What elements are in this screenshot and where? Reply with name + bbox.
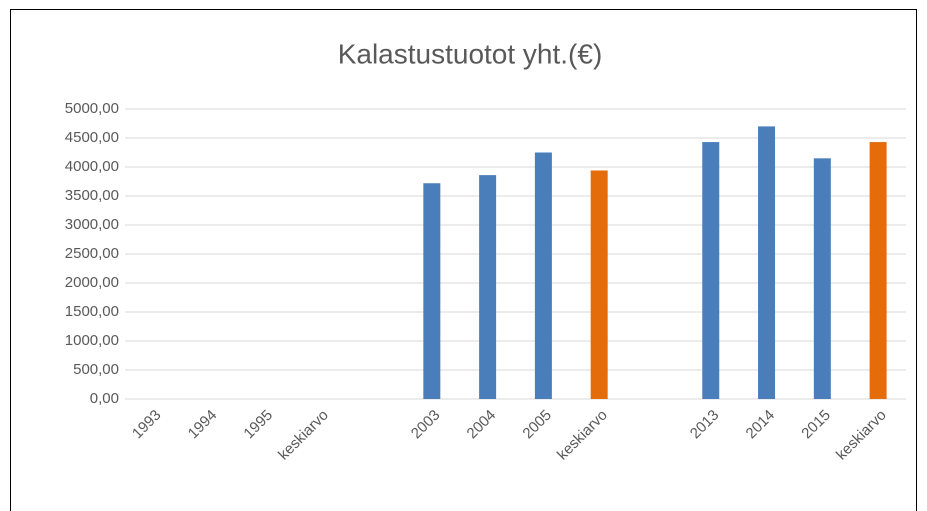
y-tick-label: 2000,00 (65, 274, 119, 291)
bar (479, 175, 497, 399)
y-tick-label: 2500,00 (65, 245, 119, 262)
y-tick-label: 3500,00 (65, 187, 119, 204)
bar (813, 158, 831, 399)
y-tick-label: 0,00 (90, 390, 119, 407)
y-tick-label: 500,00 (73, 361, 119, 378)
y-tick-label: 4000,00 (65, 158, 119, 175)
y-tick-label: 5000,00 (65, 100, 119, 117)
bar (423, 183, 441, 399)
bar (534, 152, 552, 399)
chart-title: Kalastustuotot yht.(€) (338, 38, 603, 69)
bar (758, 126, 776, 400)
y-tick-label: 4500,00 (65, 129, 119, 146)
bar (590, 170, 608, 399)
y-tick-label: 1500,00 (65, 303, 119, 320)
bar (869, 142, 887, 399)
bar (702, 142, 720, 399)
y-tick-label: 1000,00 (65, 332, 119, 349)
y-tick-label: 3000,00 (65, 216, 119, 233)
